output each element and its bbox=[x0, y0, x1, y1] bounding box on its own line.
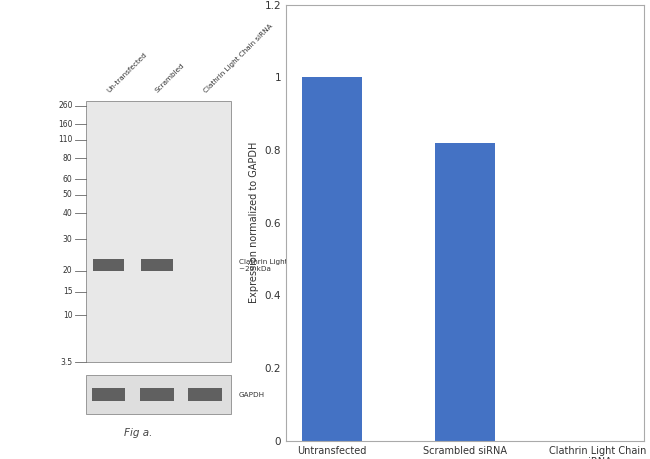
Text: 50: 50 bbox=[63, 190, 73, 199]
Text: 160: 160 bbox=[58, 119, 73, 129]
Text: 40: 40 bbox=[63, 208, 73, 218]
Text: Scrambled: Scrambled bbox=[154, 62, 186, 94]
Text: 10: 10 bbox=[63, 311, 73, 319]
Bar bbox=[140, 388, 174, 401]
Bar bbox=[302, 77, 362, 441]
Text: 110: 110 bbox=[58, 135, 73, 144]
Text: GAPDH: GAPDH bbox=[239, 392, 265, 398]
Bar bbox=[93, 259, 124, 271]
Text: Clathrin Light Chain siRNA: Clathrin Light Chain siRNA bbox=[203, 23, 274, 94]
Text: Fig a.: Fig a. bbox=[124, 428, 153, 438]
Text: Un-transfected: Un-transfected bbox=[106, 52, 148, 94]
Text: 20: 20 bbox=[63, 266, 73, 275]
Text: 260: 260 bbox=[58, 101, 73, 110]
Text: 80: 80 bbox=[63, 154, 73, 162]
Bar bbox=[142, 259, 173, 271]
Bar bbox=[92, 388, 125, 401]
Text: 60: 60 bbox=[63, 174, 73, 184]
Text: Clathrin Light Chain
~25 kDa: Clathrin Light Chain ~25 kDa bbox=[239, 259, 310, 272]
Text: 30: 30 bbox=[63, 235, 73, 244]
Y-axis label: Expression normalized to GAPDH: Expression normalized to GAPDH bbox=[249, 142, 259, 303]
Bar bbox=[435, 143, 495, 441]
Bar bbox=[86, 101, 231, 362]
Text: 15: 15 bbox=[63, 287, 73, 296]
Text: 3.5: 3.5 bbox=[60, 358, 73, 367]
Bar bbox=[188, 388, 222, 401]
Bar bbox=[86, 375, 231, 414]
